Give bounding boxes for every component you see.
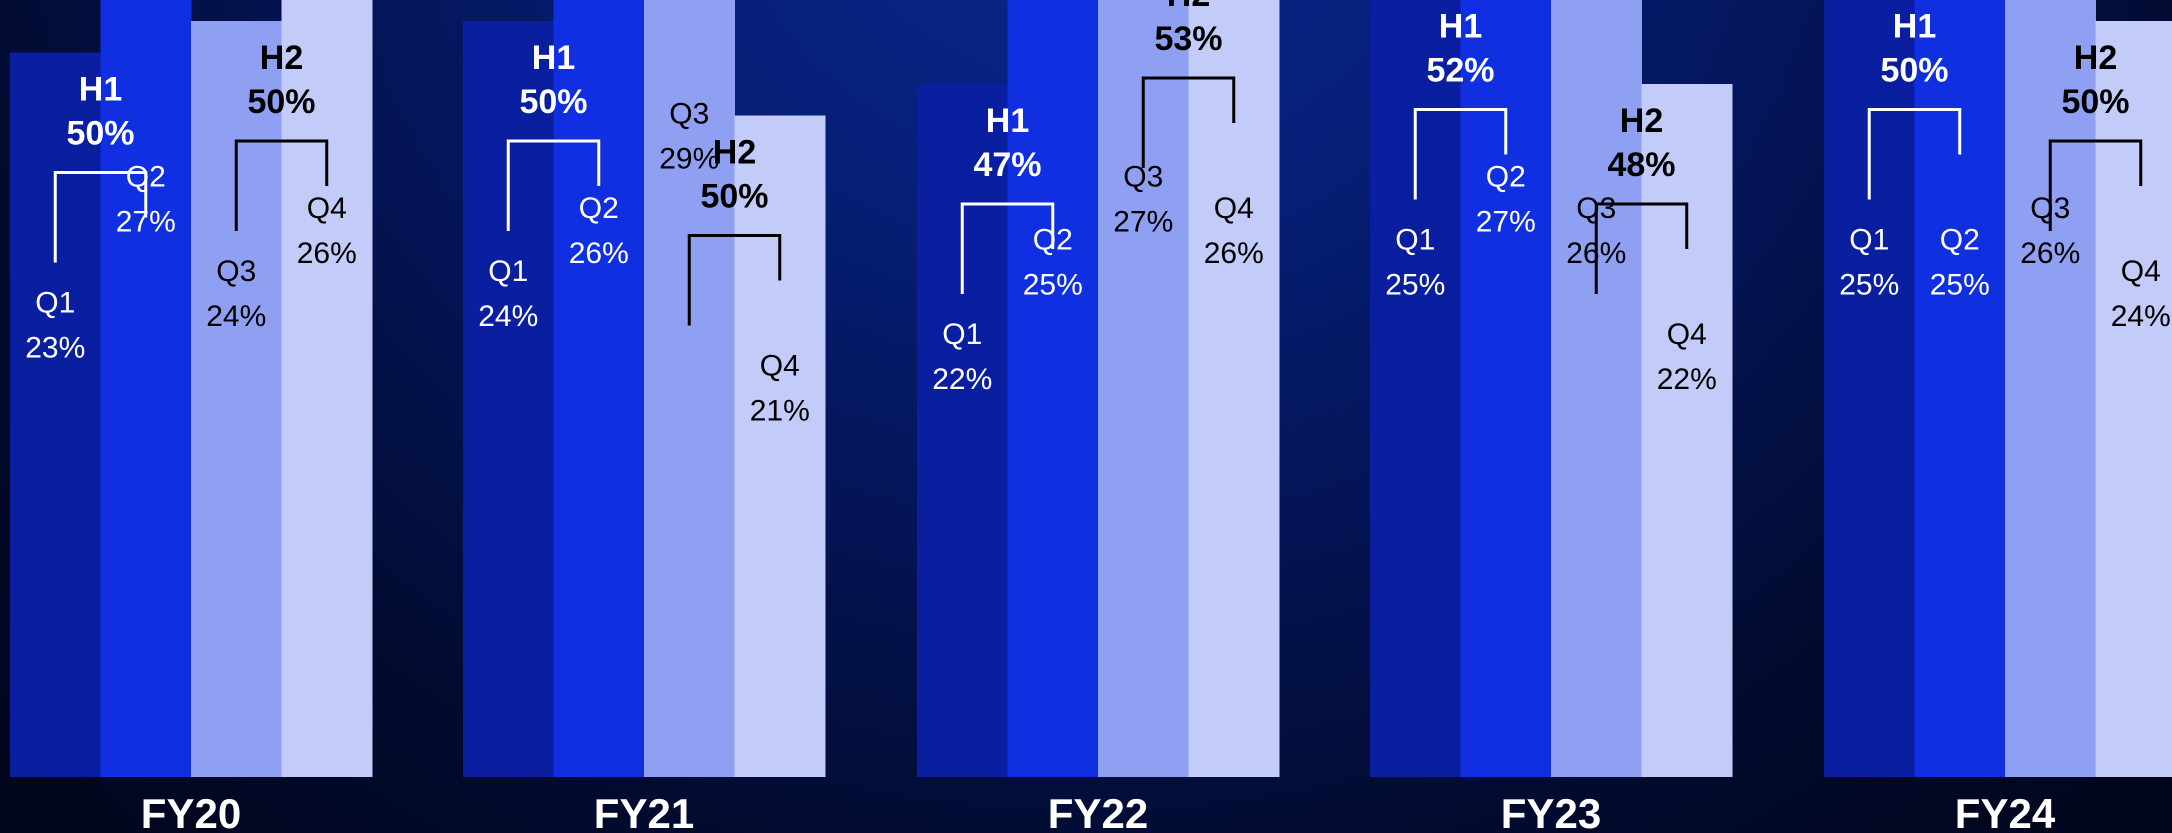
half-label-fy22-h1: H1 bbox=[986, 102, 1029, 140]
quarter-value-fy22-q1: 22% bbox=[932, 363, 992, 396]
quarter-label-fy24-q1: Q1 bbox=[1849, 224, 1889, 257]
bar-fy20-q1 bbox=[10, 52, 101, 777]
quarter-value-fy20-q3: 24% bbox=[206, 300, 266, 333]
half-label-fy21-h2: H2 bbox=[713, 134, 756, 172]
quarter-label-fy20-q3: Q3 bbox=[216, 255, 256, 288]
category-label-fy20: FY20 bbox=[141, 790, 241, 833]
quarter-label-fy21-q3: Q3 bbox=[669, 98, 709, 131]
bar-fy22-q4 bbox=[1188, 0, 1280, 777]
category-label-fy24: FY24 bbox=[1955, 790, 2056, 833]
bar-fy20-q2 bbox=[100, 0, 192, 777]
bar-fy23-q3 bbox=[1551, 0, 1642, 777]
category-label-fy21: FY21 bbox=[594, 790, 694, 833]
quarter-label-fy24-q4: Q4 bbox=[2121, 255, 2161, 288]
half-value-fy22-h2: 53% bbox=[1154, 20, 1222, 58]
bracket-fy20-h1 bbox=[53, 171, 148, 263]
quarter-value-fy24-q3: 26% bbox=[2020, 237, 2080, 270]
half-label-fy24-h1: H1 bbox=[1893, 8, 1936, 46]
bracket-fy20-h2 bbox=[234, 139, 329, 231]
half-label-fy20-h2: H2 bbox=[260, 39, 303, 77]
half-value-fy20-h1: 50% bbox=[66, 115, 134, 153]
bar-fy21-q2 bbox=[553, 0, 645, 777]
half-value-fy21-h2: 50% bbox=[700, 178, 768, 216]
bracket-fy22-h1 bbox=[960, 202, 1055, 294]
half-label-fy24-h2: H2 bbox=[2074, 39, 2117, 77]
half-label-fy23-h1: H1 bbox=[1439, 8, 1482, 46]
bar-fy23-q4 bbox=[1641, 84, 1733, 777]
quarter-value-fy23-q1: 25% bbox=[1385, 269, 1445, 302]
half-value-fy22-h1: 47% bbox=[973, 146, 1041, 184]
quarter-label-fy24-q2: Q2 bbox=[1940, 224, 1980, 257]
half-value-fy24-h2: 50% bbox=[2061, 83, 2129, 121]
quarter-label-fy21-q1: Q1 bbox=[488, 255, 528, 288]
half-value-fy20-h2: 50% bbox=[247, 83, 315, 121]
bars-layer bbox=[10, 0, 2172, 777]
quarter-value-fy24-q2: 25% bbox=[1930, 269, 1990, 302]
quarter-value-fy23-q4: 22% bbox=[1657, 363, 1717, 396]
quarter-value-fy20-q1: 23% bbox=[25, 332, 85, 365]
quarter-value-fy24-q1: 25% bbox=[1839, 269, 1899, 302]
bracket-fy21-h2 bbox=[687, 234, 782, 326]
quarter-value-fy20-q4: 26% bbox=[297, 237, 357, 270]
half-label-fy21-h1: H1 bbox=[532, 39, 575, 77]
half-value-fy21-h1: 50% bbox=[519, 83, 587, 121]
quarter-label-fy20-q1: Q1 bbox=[35, 287, 75, 320]
bar-fy21-q4 bbox=[734, 115, 826, 777]
category-label-fy22: FY22 bbox=[1048, 790, 1148, 833]
half-label-fy20-h1: H1 bbox=[79, 71, 122, 109]
category-label-fy23: FY23 bbox=[1501, 790, 1601, 833]
bracket-fy24-h2 bbox=[2048, 139, 2143, 231]
quarter-label-fy23-q4: Q4 bbox=[1667, 318, 1707, 351]
quarter-label-fy22-q1: Q1 bbox=[942, 318, 982, 351]
half-label-fy23-h2: H2 bbox=[1620, 102, 1663, 140]
quarter-value-fy23-q2: 27% bbox=[1476, 206, 1536, 239]
quarter-value-fy22-q3: 27% bbox=[1113, 206, 1173, 239]
bar-fy24-q3 bbox=[2005, 0, 2096, 777]
quarter-value-fy21-q3: 29% bbox=[659, 143, 719, 176]
quarter-value-fy21-q2: 26% bbox=[569, 237, 629, 270]
labels-layer: Q1 23% Q2 27% Q3 24% Q4 26% H1 50% H2 50% FY20 Q1 24% Q… bbox=[25, 0, 2171, 833]
half-value-fy23-h2: 48% bbox=[1607, 146, 1675, 184]
bar-fy20-q3 bbox=[191, 21, 282, 777]
bar-fy24-q4 bbox=[2095, 21, 2172, 777]
quarter-value-fy24-q4: 24% bbox=[2111, 300, 2171, 333]
half-value-fy23-h1: 52% bbox=[1426, 52, 1494, 90]
bracket-fy24-h1 bbox=[1867, 108, 1962, 200]
bar-fy22-q2 bbox=[1007, 0, 1099, 777]
half-label-fy22-h2: H2 bbox=[1167, 0, 1210, 14]
bracket-fy23-h1 bbox=[1413, 108, 1508, 200]
bracket-fy23-h2 bbox=[1594, 202, 1689, 294]
quarter-label-fy21-q4: Q4 bbox=[760, 350, 800, 383]
bar-fy22-q1 bbox=[917, 84, 1008, 777]
quarter-label-fy20-q4: Q4 bbox=[307, 192, 347, 225]
quarter-label-fy23-q2: Q2 bbox=[1486, 161, 1526, 194]
bracket-fy21-h1 bbox=[506, 139, 601, 231]
bar-fy21-q1 bbox=[463, 21, 554, 777]
quarter-label-fy22-q4: Q4 bbox=[1214, 192, 1254, 225]
quarter-value-fy22-q2: 25% bbox=[1023, 269, 1083, 302]
half-value-fy24-h1: 50% bbox=[1880, 52, 1948, 90]
quarter-value-fy21-q4: 21% bbox=[750, 395, 810, 428]
bar-fy21-q3 bbox=[644, 0, 735, 777]
quarter-value-fy22-q4: 26% bbox=[1204, 237, 1264, 270]
quarter-value-fy21-q1: 24% bbox=[478, 300, 538, 333]
quarter-label-fy23-q1: Q1 bbox=[1395, 224, 1435, 257]
bracket-fy22-h2 bbox=[1141, 76, 1236, 168]
bar-fy20-q4 bbox=[281, 0, 373, 777]
quarter-label-fy21-q2: Q2 bbox=[579, 192, 619, 225]
